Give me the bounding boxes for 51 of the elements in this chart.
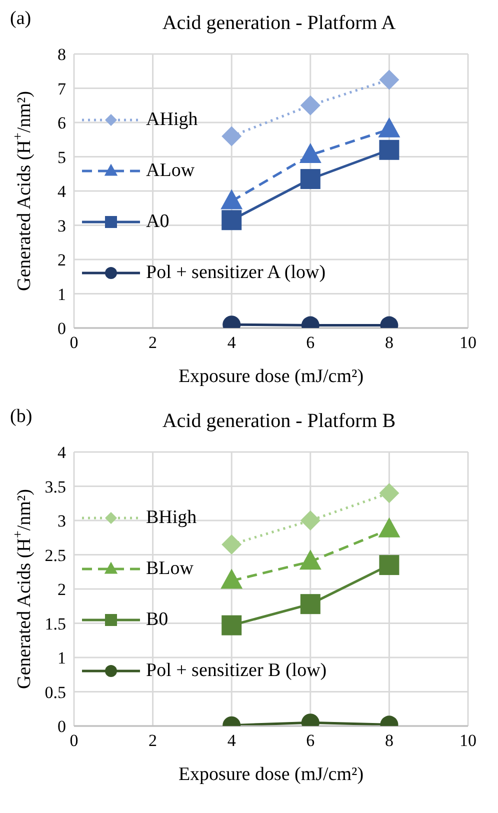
x-tick-label: 6	[306, 333, 315, 352]
x-axis-title: Exposure dose (mJ/cm²)	[178, 366, 364, 387]
legend-label: BLow	[146, 558, 194, 580]
x-tick-label: 4	[227, 333, 236, 352]
legend-label: A0	[146, 211, 170, 234]
legend-label: B0	[146, 609, 168, 632]
x-tick-label: 8	[384, 731, 394, 750]
y-tick-label: 4	[58, 443, 66, 462]
x-tick-label: 10	[460, 333, 476, 352]
y-tick-label: 1	[58, 648, 66, 668]
text: (a)	[10, 8, 32, 30]
point	[299, 143, 322, 164]
x-tick-label: 4	[227, 731, 236, 750]
x-tick-label: 8	[384, 333, 394, 352]
y-tick-label: 2	[58, 580, 66, 600]
x-tick-label: 2	[148, 731, 158, 750]
y-tick-label: 3	[58, 512, 66, 531]
point	[379, 140, 400, 160]
point	[300, 169, 320, 190]
y-tick-label: 8	[58, 45, 66, 64]
y-tick-label: 0	[58, 319, 66, 338]
y-tick-label: 2.5	[44, 546, 66, 565]
x-tick-label: 10	[460, 731, 476, 750]
y-tick-label: 4	[58, 182, 66, 202]
text: (b)	[10, 406, 32, 428]
x-tick-label: 2	[148, 333, 158, 352]
y-tick-label: 3	[58, 216, 66, 236]
legend-label: Pol + sensitizer A (low)	[146, 262, 326, 284]
y-tick-label: 3.5	[44, 477, 66, 496]
legend-label: AHigh	[146, 108, 198, 131]
legend-label: Pol + sensitizer B (low)	[146, 660, 327, 682]
point	[220, 189, 243, 210]
point	[222, 126, 242, 146]
x-tick-label: 0	[70, 731, 78, 750]
y-tick-label: 1	[58, 284, 66, 304]
y-tick-label: 2	[58, 250, 66, 270]
y-tick-label: 0.5	[44, 682, 66, 702]
chart-title: Acid generation - Platform A	[162, 12, 396, 34]
x-tick-label: 6	[306, 731, 315, 750]
point	[379, 70, 400, 90]
x-tick-label: 0	[70, 333, 78, 352]
legend-label: ALow	[146, 160, 195, 182]
x-axis-title: Exposure dose (mJ/cm²)	[178, 764, 364, 785]
y-tick-label: 5	[58, 148, 66, 167]
chart-title: Acid generation - Platform B	[162, 410, 396, 432]
y-tick-label: 7	[58, 79, 66, 98]
y-tick-label: 0	[58, 717, 66, 736]
legend-label: BHigh	[146, 506, 197, 529]
point	[300, 95, 320, 116]
y-tick-label: 6	[58, 114, 66, 133]
y-tick-label: 1.5	[44, 614, 66, 634]
